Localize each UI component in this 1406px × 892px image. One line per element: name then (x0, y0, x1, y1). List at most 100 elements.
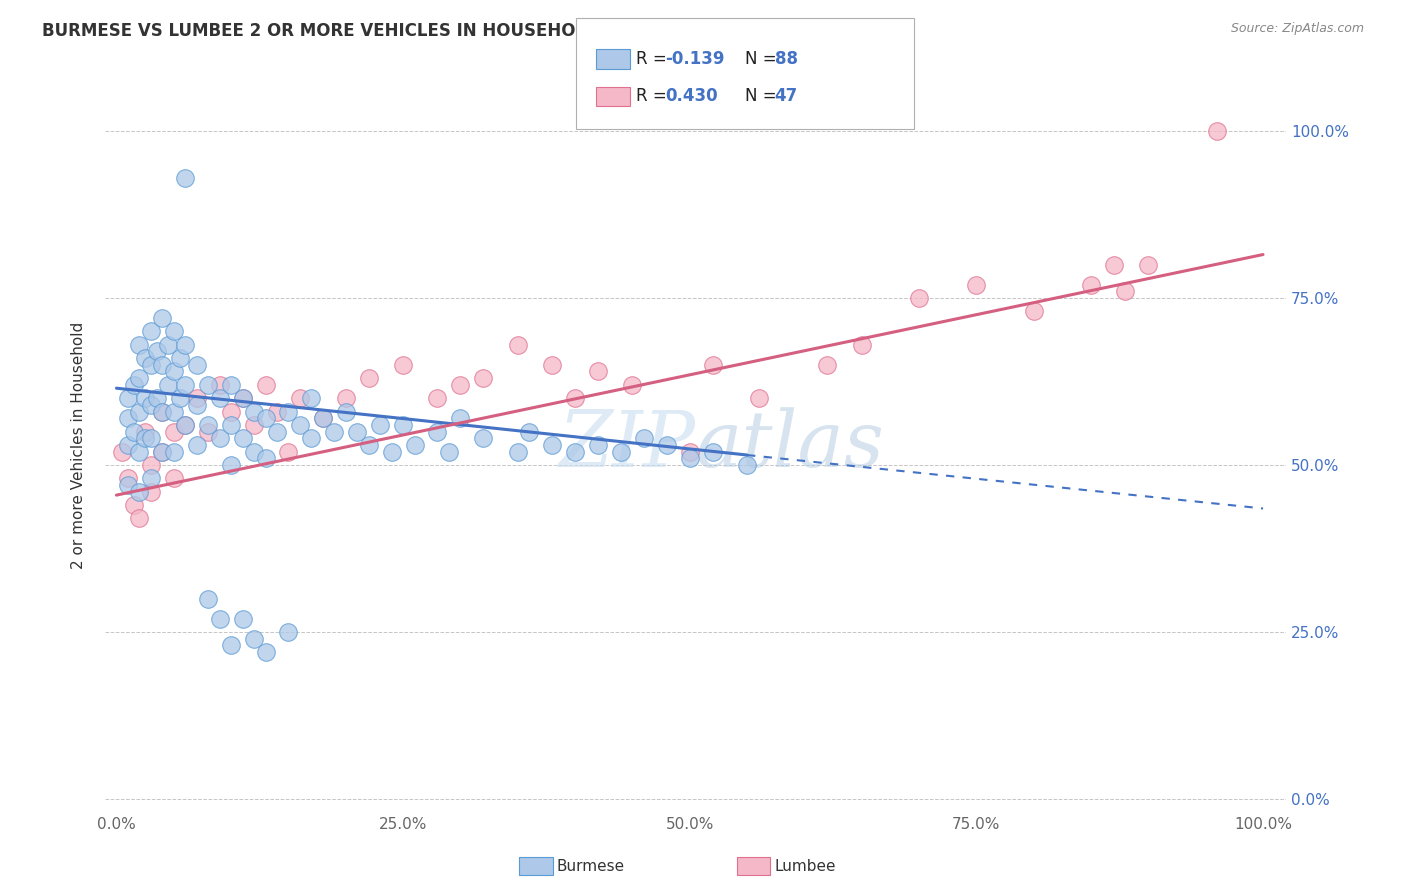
Point (312, 411, 335, 425)
Point (122, 377, 145, 392)
Point (150, 444, 173, 458)
Point (243, 417, 266, 432)
Text: 47: 47 (775, 87, 799, 105)
Point (208, 391, 231, 405)
Point (735, 458, 758, 472)
Point (323, 425, 346, 439)
Point (163, 364, 186, 378)
Point (150, 404, 173, 418)
Point (134, 351, 156, 365)
Point (128, 371, 150, 385)
Point (219, 404, 242, 418)
Point (277, 444, 299, 458)
Point (392, 358, 415, 372)
Point (122, 425, 145, 439)
Point (254, 411, 277, 425)
Point (134, 431, 156, 445)
Point (117, 438, 139, 452)
Point (134, 425, 156, 439)
Point (122, 498, 145, 512)
Point (163, 471, 186, 485)
Point (139, 484, 162, 499)
Point (254, 645, 277, 659)
Point (139, 398, 162, 412)
Point (219, 417, 242, 432)
Point (117, 411, 139, 425)
Point (163, 444, 186, 458)
Point (517, 425, 540, 439)
Point (186, 358, 208, 372)
Point (139, 471, 162, 485)
Point (174, 377, 197, 392)
Point (139, 458, 162, 472)
Point (128, 511, 150, 525)
Point (111, 444, 134, 458)
Point (277, 625, 299, 640)
Point (186, 391, 208, 405)
Y-axis label: 2 or more Vehicles in Household: 2 or more Vehicles in Household (72, 321, 86, 568)
Point (128, 404, 150, 418)
Point (117, 478, 139, 492)
Point (232, 431, 254, 445)
Text: Source: ZipAtlas.com: Source: ZipAtlas.com (1230, 22, 1364, 36)
Point (266, 425, 288, 439)
Point (219, 377, 242, 392)
Point (404, 438, 426, 452)
Point (219, 458, 242, 472)
Point (243, 404, 266, 418)
Text: N =: N = (745, 50, 782, 68)
Point (368, 417, 391, 432)
Point (139, 358, 162, 372)
Point (232, 391, 254, 405)
Point (564, 391, 586, 405)
Point (312, 411, 335, 425)
Point (437, 444, 460, 458)
Point (157, 337, 180, 351)
Point (747, 391, 769, 405)
Point (655, 438, 678, 452)
Text: atlas: atlas (696, 407, 884, 483)
Point (426, 391, 449, 405)
Point (1137, 258, 1160, 272)
Text: N =: N = (745, 87, 782, 105)
Point (426, 425, 449, 439)
Point (299, 431, 322, 445)
Point (1080, 277, 1102, 292)
Point (150, 404, 173, 418)
Point (702, 444, 724, 458)
Point (139, 325, 162, 339)
Point (157, 377, 180, 392)
Point (965, 277, 987, 292)
Point (208, 612, 231, 626)
Point (346, 425, 368, 439)
Point (208, 377, 231, 392)
Point (128, 484, 150, 499)
Point (586, 364, 609, 378)
Point (150, 444, 173, 458)
Point (815, 358, 838, 372)
Point (506, 337, 529, 351)
Point (169, 391, 191, 405)
Point (174, 417, 197, 432)
Point (288, 417, 311, 432)
Point (145, 344, 167, 359)
Text: 0.430: 0.430 (665, 87, 717, 105)
Point (150, 358, 173, 372)
Point (232, 391, 254, 405)
Point (449, 411, 471, 425)
Point (586, 438, 609, 452)
Point (621, 377, 644, 392)
Point (506, 444, 529, 458)
Point (1114, 285, 1136, 299)
Point (1102, 258, 1125, 272)
Point (197, 591, 219, 606)
Point (633, 431, 655, 445)
Point (174, 337, 197, 351)
Point (1206, 124, 1229, 138)
Point (1022, 304, 1045, 318)
Text: BURMESE VS LUMBEE 2 OR MORE VEHICLES IN HOUSEHOLD CORRELATION CHART: BURMESE VS LUMBEE 2 OR MORE VEHICLES IN … (42, 22, 806, 40)
Point (357, 438, 380, 452)
Point (186, 438, 208, 452)
Point (163, 325, 186, 339)
Point (610, 444, 633, 458)
